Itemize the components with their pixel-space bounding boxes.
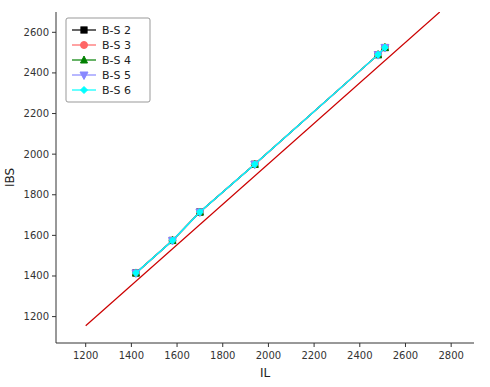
chart: 1200 1400 1600 1800 2000 2200 2400 2600 2800 1200… <box>0 0 490 387</box>
legend-label: B-S 4 <box>102 54 131 67</box>
x-tick <box>85 343 86 347</box>
x-tick <box>451 343 452 347</box>
y-tick-label: 1400 <box>24 270 49 281</box>
y-tick <box>52 316 56 317</box>
x-tick <box>177 343 178 347</box>
x-tick-label: 2000 <box>256 350 281 361</box>
y-axis-label: IBS <box>3 168 17 187</box>
legend-label: B-S 6 <box>102 84 131 97</box>
y-tick <box>52 154 56 155</box>
x-axis <box>56 343 474 344</box>
x-tick <box>222 343 223 347</box>
legend-marker <box>81 27 87 33</box>
y-tick-label: 2200 <box>24 108 49 119</box>
series-line <box>136 48 385 273</box>
point <box>251 161 258 168</box>
x-tick-label: 1800 <box>210 350 235 361</box>
point <box>168 237 176 245</box>
y-tick-label: 2400 <box>24 67 49 78</box>
x-tick <box>405 343 406 347</box>
y-tick <box>52 235 56 236</box>
y-tick <box>52 72 56 73</box>
point <box>381 44 388 51</box>
x-tick-label: 2800 <box>438 350 463 361</box>
legend-marker <box>80 72 88 80</box>
legend-marker <box>81 87 88 94</box>
y-tick-label: 1800 <box>24 189 49 200</box>
y-tick-label: 1200 <box>24 311 49 322</box>
y-axis <box>56 12 57 343</box>
y-tick-label: 2000 <box>24 149 49 160</box>
legend-label: B-S 2 <box>102 24 131 37</box>
point <box>169 237 176 244</box>
x-tick-label: 2600 <box>393 350 418 361</box>
legend-marker <box>81 56 88 63</box>
x-tick <box>314 343 315 347</box>
series-line <box>136 48 385 273</box>
y-tick <box>52 32 56 33</box>
point <box>132 269 139 276</box>
y-tick-label: 1600 <box>24 230 49 241</box>
y-tick <box>52 113 56 114</box>
legend-box <box>66 18 150 102</box>
x-tick <box>131 343 132 347</box>
y-tick-label: 2600 <box>24 27 49 38</box>
x-tick <box>268 343 269 347</box>
x-tick-label: 2400 <box>347 350 372 361</box>
series-line <box>136 48 385 273</box>
point <box>374 52 382 60</box>
x-tick-label: 1200 <box>73 350 98 361</box>
series-line <box>136 48 385 273</box>
legend-label: B-S 5 <box>102 69 131 82</box>
x-tick-label: 2200 <box>301 350 326 361</box>
point <box>196 209 203 216</box>
legend-label: B-S 3 <box>102 39 131 52</box>
y-tick <box>52 194 56 195</box>
point <box>375 51 382 58</box>
x-tick-label: 1400 <box>119 350 144 361</box>
legend-marker <box>81 42 88 49</box>
x-tick-label: 1600 <box>164 350 189 361</box>
series-line <box>136 48 385 273</box>
x-tick <box>359 343 360 347</box>
legend: B-S 2 B-S 3 B-S 4 B-S 5 B-S 6 <box>66 18 150 102</box>
y-tick <box>52 275 56 276</box>
x-axis-label: IL <box>260 366 271 380</box>
